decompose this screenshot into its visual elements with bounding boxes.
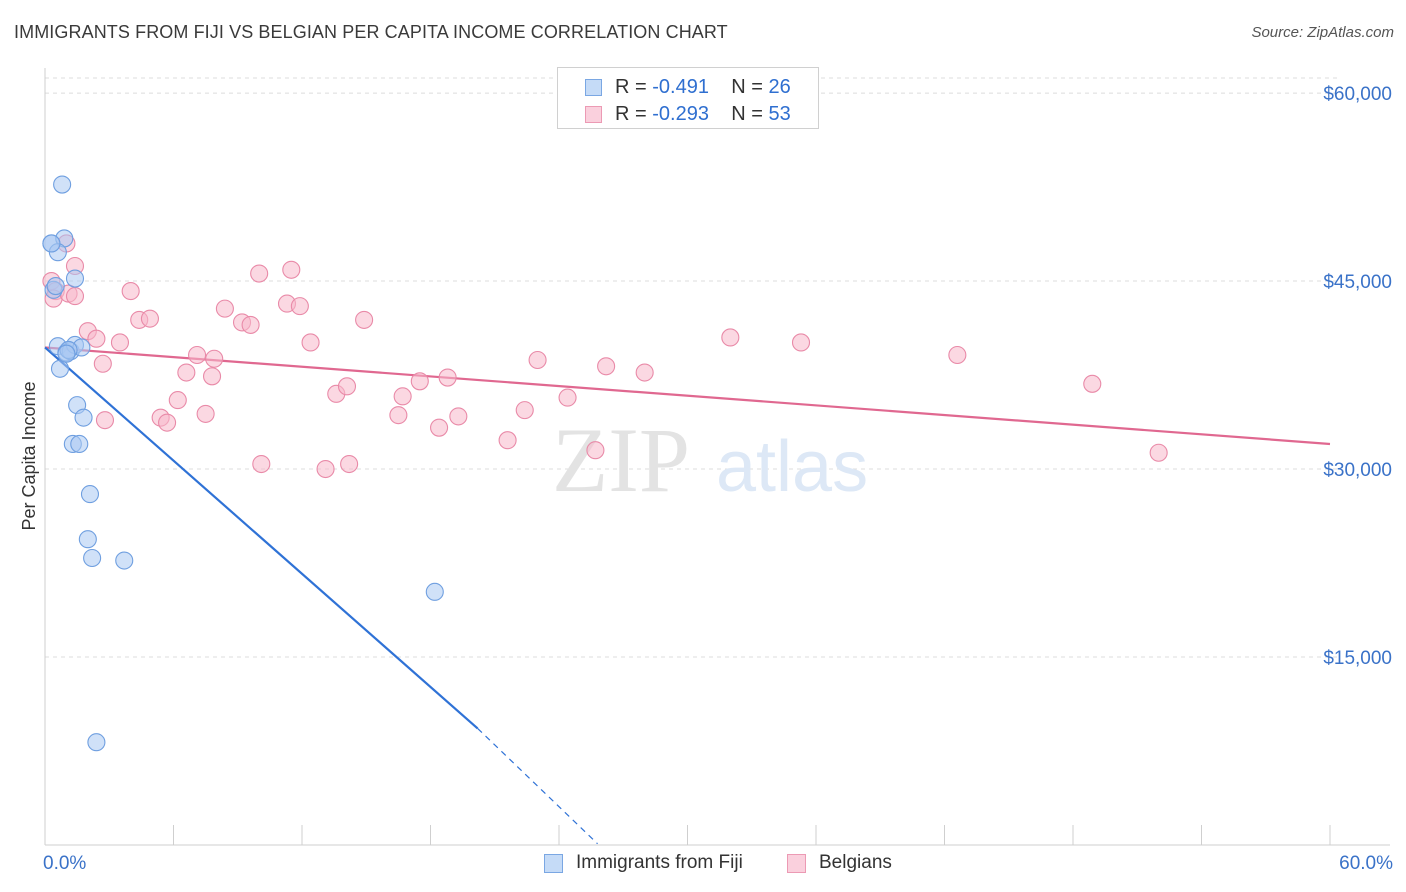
point-fiji-20 <box>425 582 444 601</box>
point-belgians-8 <box>87 329 106 348</box>
watermark: ZIP atlas <box>552 409 868 511</box>
point-belgians-47 <box>586 441 605 460</box>
point-belgians-10 <box>95 411 115 430</box>
legend-r-belgians: -0.293 <box>652 103 709 125</box>
point-belgians-51 <box>791 333 811 352</box>
y-axis-title: Per Capita Income <box>19 381 39 530</box>
point-belgians-40 <box>430 418 449 437</box>
point-belgians-17 <box>168 391 187 410</box>
point-belgians-38 <box>393 387 412 406</box>
point-belgians-23 <box>215 299 234 318</box>
point-belgians-36 <box>355 310 374 329</box>
chart-title: IMMIGRANTS FROM FIJI VS BELGIAN PER CAPI… <box>14 22 728 42</box>
point-belgians-11 <box>110 333 130 352</box>
point-belgians-42 <box>449 407 468 426</box>
point-belgians-45 <box>528 350 547 370</box>
point-belgians-53 <box>1083 374 1102 393</box>
point-belgians-35 <box>340 454 359 474</box>
point-fiji-21 <box>87 733 106 752</box>
point-belgians-39 <box>410 372 429 391</box>
legend-r-label: R = <box>615 103 647 125</box>
point-belgians-48 <box>597 357 616 376</box>
point-belgians-37 <box>389 406 408 425</box>
point-belgians-29 <box>282 260 301 279</box>
point-fiji-0 <box>53 175 72 194</box>
point-belgians-22 <box>205 349 224 368</box>
y-tick-label-45000: $45,000 <box>1323 272 1392 293</box>
point-belgians-25 <box>241 315 260 334</box>
point-belgians-5 <box>65 287 85 306</box>
legend-n-label: N = <box>731 76 763 98</box>
point-belgians-31 <box>301 333 320 352</box>
point-belgians-27 <box>250 264 269 283</box>
point-belgians-34 <box>337 377 357 396</box>
point-belgians-32 <box>316 459 335 479</box>
point-belgians-19 <box>188 345 207 365</box>
point-belgians-26 <box>252 454 271 474</box>
source-label: Source: ZipAtlas.com <box>1251 24 1394 41</box>
point-fiji-18 <box>83 548 102 568</box>
point-fiji-15 <box>70 434 89 454</box>
point-belgians-30 <box>290 297 309 316</box>
legend-r-label: R = <box>615 76 647 98</box>
y-tick-label-30000: $30,000 <box>1323 460 1392 481</box>
data-points <box>42 175 1168 752</box>
legend-r-fiji: -0.491 <box>652 76 709 98</box>
point-belgians-54 <box>1149 443 1168 462</box>
y-tick-label-15000: $15,000 <box>1323 648 1392 669</box>
grid-lines <box>45 77 1340 658</box>
point-belgians-18 <box>177 363 196 382</box>
watermark-zip: ZIP <box>552 409 690 511</box>
point-belgians-9 <box>93 354 112 373</box>
point-fiji-11 <box>50 359 70 378</box>
legend-swatch-fiji-bottom <box>544 854 563 873</box>
legend-swatch-belgians-bottom <box>787 854 806 873</box>
point-belgians-46 <box>558 388 577 407</box>
point-fiji-22 <box>42 234 61 253</box>
legend-row-belgians: R = -0.293 N = 53 <box>558 100 818 128</box>
point-fiji-17 <box>78 530 97 549</box>
point-fiji-4 <box>65 269 85 288</box>
point-belgians-44 <box>515 401 534 420</box>
trend-line-fiji-extension <box>477 728 598 845</box>
axes <box>44 68 1390 846</box>
y-tick-label-60000: $60,000 <box>1323 84 1392 105</box>
legend-n-fiji: 26 <box>768 76 791 98</box>
legend-label-fiji: Immigrants from Fiji <box>576 852 743 873</box>
point-fiji-24 <box>46 277 65 296</box>
point-belgians-14 <box>140 309 159 328</box>
legend-swatch-belgians <box>585 106 602 123</box>
stats-legend: R = -0.491 N = 26 R = -0.293 N = 53 <box>557 67 819 129</box>
point-belgians-41 <box>438 368 457 387</box>
legend-n-label: N = <box>731 103 763 125</box>
point-fiji-25 <box>57 344 76 363</box>
x-tick-label-max: 60.0% <box>1339 853 1393 874</box>
legend-swatch-fiji <box>585 79 602 96</box>
point-fiji-19 <box>115 551 134 570</box>
point-belgians-52 <box>948 345 967 365</box>
point-belgians-16 <box>158 413 177 432</box>
trend-lines <box>44 346 1331 845</box>
legend-n-belgians: 53 <box>768 103 791 125</box>
point-belgians-12 <box>121 282 140 301</box>
legend-label-belgians: Belgians <box>819 852 892 873</box>
point-fiji-16 <box>80 485 100 504</box>
trend-line-fiji <box>44 346 479 730</box>
point-fiji-13 <box>74 408 93 427</box>
x-tick-label-min: 0.0% <box>43 853 86 874</box>
trend-line-belgians <box>44 346 1331 446</box>
watermark-atlas: atlas <box>716 427 868 507</box>
point-belgians-43 <box>498 431 517 450</box>
point-belgians-20 <box>196 404 215 423</box>
point-belgians-49 <box>635 363 654 382</box>
legend-row-fiji: R = -0.491 N = 26 <box>558 73 818 101</box>
point-belgians-21 <box>203 367 222 386</box>
point-belgians-50 <box>721 328 740 347</box>
axis-labels: $15,000 $30,000 $45,000 $60,000 0.0% 60.0% Per… <box>19 84 1393 874</box>
